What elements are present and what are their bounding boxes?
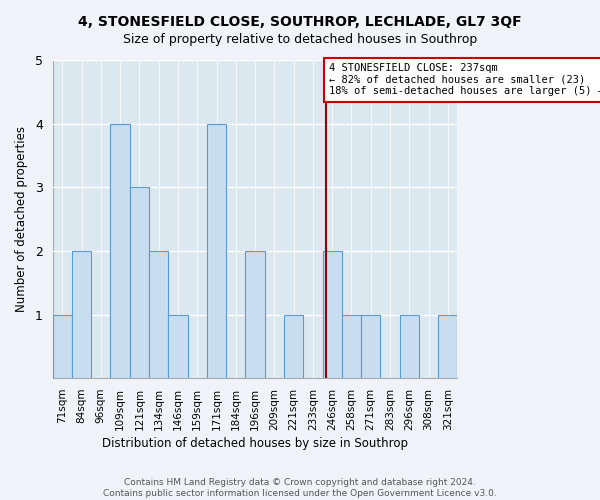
Text: 4, STONESFIELD CLOSE, SOUTHROP, LECHLADE, GL7 3QF: 4, STONESFIELD CLOSE, SOUTHROP, LECHLADE… (78, 15, 522, 29)
Bar (245, 251, 265, 378)
Bar (110, 124, 130, 378)
Text: Contains HM Land Registry data © Crown copyright and database right 2024.
Contai: Contains HM Land Registry data © Crown c… (103, 478, 497, 498)
Text: Size of property relative to detached houses in Southrop: Size of property relative to detached ho… (123, 32, 477, 46)
Bar (361, 314, 380, 378)
Y-axis label: Number of detached properties: Number of detached properties (15, 126, 28, 312)
Bar (72, 251, 91, 378)
Bar (284, 314, 303, 378)
Bar (149, 251, 169, 378)
Bar (438, 314, 457, 378)
Bar (130, 188, 149, 378)
X-axis label: Distribution of detached houses by size in Southrop: Distribution of detached houses by size … (102, 437, 408, 450)
Bar (400, 314, 419, 378)
Bar (207, 124, 226, 378)
Bar (53, 314, 72, 378)
Bar (342, 314, 361, 378)
Bar (323, 251, 342, 378)
Text: 4 STONESFIELD CLOSE: 237sqm
← 82% of detached houses are smaller (23)
18% of sem: 4 STONESFIELD CLOSE: 237sqm ← 82% of det… (329, 63, 600, 96)
Bar (169, 314, 188, 378)
